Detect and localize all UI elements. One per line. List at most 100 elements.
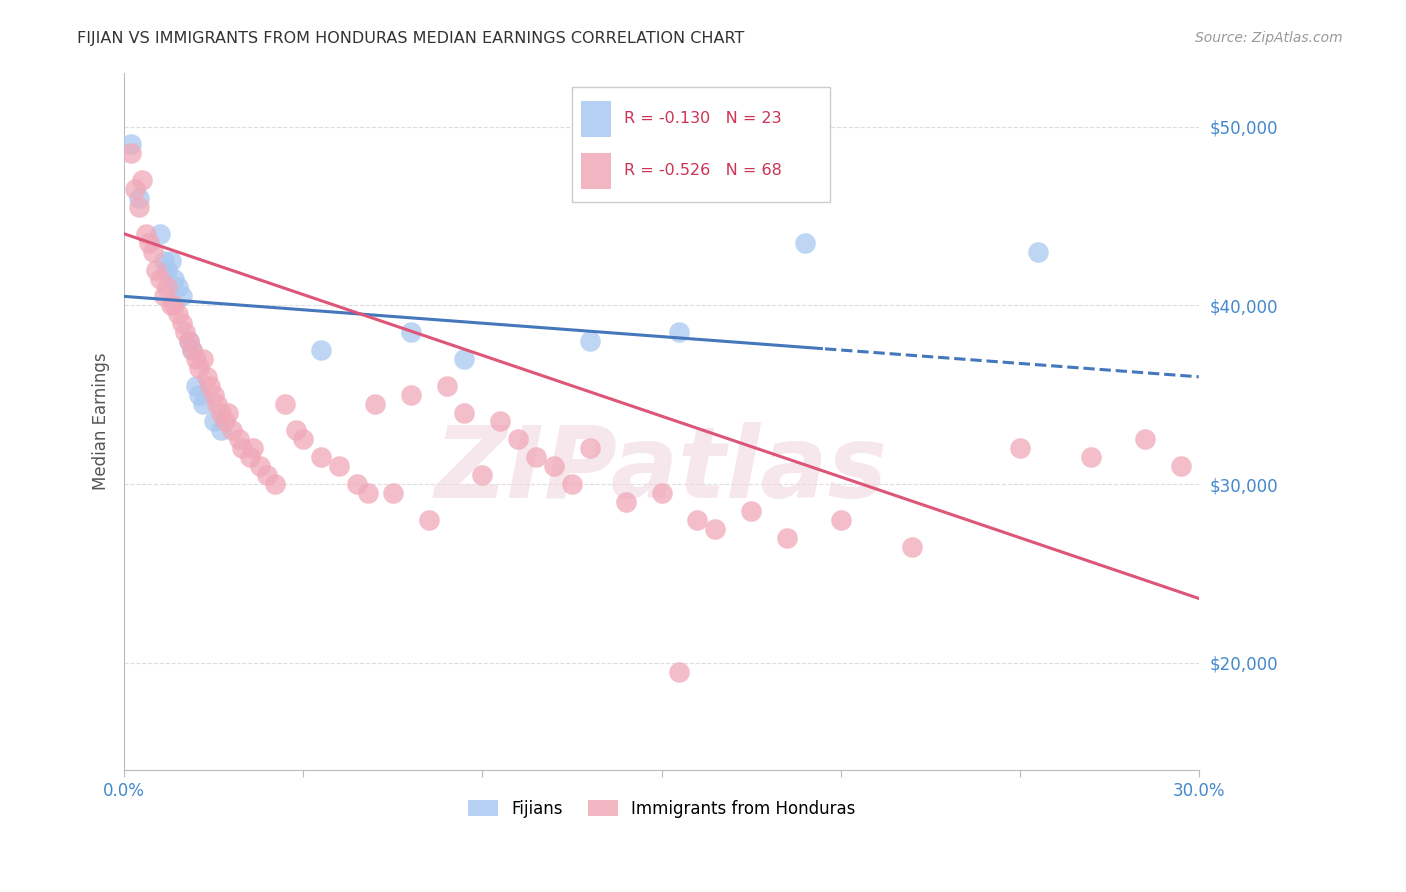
Point xyxy=(131,173,153,187)
Point xyxy=(184,351,207,366)
Point xyxy=(214,415,236,429)
Text: R = -0.130   N = 23: R = -0.130 N = 23 xyxy=(624,111,782,126)
Point xyxy=(120,146,142,161)
Point xyxy=(198,378,221,392)
Point xyxy=(357,486,380,500)
Point xyxy=(202,387,225,401)
Y-axis label: Median Earnings: Median Earnings xyxy=(93,352,110,491)
Point xyxy=(436,378,458,392)
Point xyxy=(163,271,186,285)
Point xyxy=(1080,450,1102,465)
Point xyxy=(309,450,332,465)
Point xyxy=(188,387,211,401)
Point xyxy=(901,540,924,554)
Point xyxy=(399,325,422,339)
Point xyxy=(686,513,709,527)
Point xyxy=(159,298,181,312)
Point xyxy=(181,343,204,357)
Point xyxy=(184,378,207,392)
Bar xyxy=(581,153,612,189)
Point xyxy=(453,406,475,420)
Point xyxy=(1133,433,1156,447)
Point xyxy=(128,200,150,214)
Point xyxy=(191,351,214,366)
Point xyxy=(418,513,440,527)
Point xyxy=(195,369,218,384)
Point xyxy=(167,280,190,294)
Point xyxy=(159,253,181,268)
Point xyxy=(181,343,204,357)
Point xyxy=(156,280,179,294)
Point xyxy=(579,334,602,348)
Point xyxy=(149,271,172,285)
Point xyxy=(381,486,404,500)
Point xyxy=(170,316,193,330)
Point xyxy=(668,325,690,339)
Point xyxy=(207,396,229,410)
Point xyxy=(471,468,494,483)
Point xyxy=(202,415,225,429)
Point xyxy=(561,477,583,491)
Point xyxy=(135,227,157,241)
FancyBboxPatch shape xyxy=(572,87,830,202)
Point xyxy=(263,477,285,491)
Point xyxy=(704,522,727,536)
Point xyxy=(650,486,672,500)
Point xyxy=(1008,442,1031,456)
Point xyxy=(256,468,278,483)
Legend: Fijians, Immigrants from Honduras: Fijians, Immigrants from Honduras xyxy=(461,793,862,824)
Point xyxy=(524,450,547,465)
Point xyxy=(543,459,565,474)
Point xyxy=(793,235,815,250)
Point xyxy=(228,433,250,447)
Point xyxy=(163,298,186,312)
Point xyxy=(217,406,239,420)
Point xyxy=(346,477,368,491)
Point xyxy=(152,289,174,303)
Text: ZIPatlas: ZIPatlas xyxy=(434,422,889,519)
Point xyxy=(508,433,530,447)
Point xyxy=(177,334,200,348)
Point xyxy=(191,396,214,410)
Point xyxy=(231,442,253,456)
Point xyxy=(274,396,297,410)
Point xyxy=(1026,244,1049,259)
Point xyxy=(149,227,172,241)
Point xyxy=(614,495,637,509)
Point xyxy=(668,665,690,679)
Point xyxy=(177,334,200,348)
Point xyxy=(776,531,799,545)
Point xyxy=(209,424,232,438)
Point xyxy=(221,424,243,438)
Point xyxy=(453,351,475,366)
Point xyxy=(292,433,315,447)
Point xyxy=(156,262,179,277)
Point xyxy=(152,253,174,268)
Point xyxy=(188,360,211,375)
Bar xyxy=(581,101,612,137)
Point xyxy=(830,513,852,527)
Point xyxy=(364,396,387,410)
Point xyxy=(170,289,193,303)
Point xyxy=(579,442,602,456)
Point xyxy=(249,459,271,474)
Point xyxy=(309,343,332,357)
Point xyxy=(174,325,197,339)
Point xyxy=(209,406,232,420)
Point xyxy=(124,182,146,196)
Point xyxy=(242,442,264,456)
Text: R = -0.526   N = 68: R = -0.526 N = 68 xyxy=(624,163,782,178)
Point xyxy=(489,415,512,429)
Point xyxy=(120,137,142,152)
Point xyxy=(142,244,165,259)
Point xyxy=(145,262,167,277)
Point xyxy=(138,235,160,250)
Point xyxy=(1170,459,1192,474)
Point xyxy=(167,307,190,321)
Text: Source: ZipAtlas.com: Source: ZipAtlas.com xyxy=(1195,31,1343,45)
Point xyxy=(740,504,762,518)
Point xyxy=(399,387,422,401)
Point xyxy=(239,450,262,465)
Point xyxy=(285,424,308,438)
Point xyxy=(328,459,350,474)
